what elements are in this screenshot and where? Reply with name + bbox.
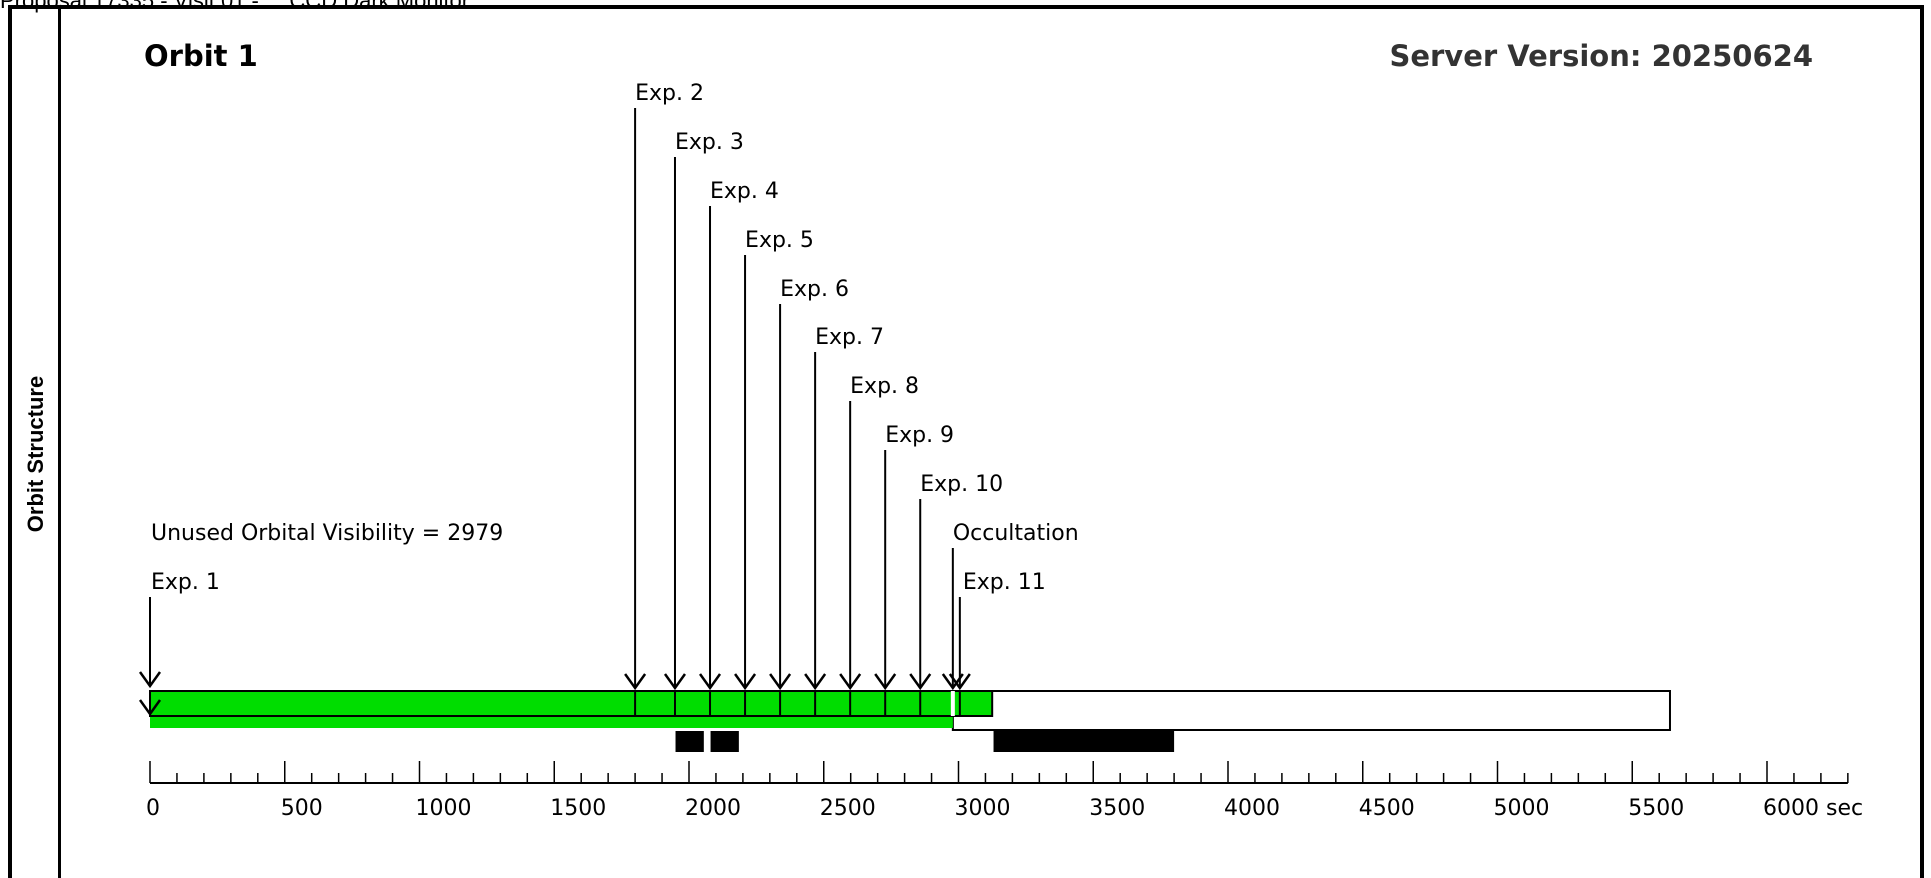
x-tick-label: 3500 xyxy=(1089,796,1145,821)
event-arrow-exp-7 xyxy=(804,673,827,691)
event-arrow-exp-11 xyxy=(948,673,971,691)
event-label-exp-5: Exp. 5 xyxy=(745,228,814,253)
event-arrow-exp-3 xyxy=(663,673,687,691)
event-label-exp-9: Exp. 9 xyxy=(885,423,954,448)
event-label-exp-8: Exp. 8 xyxy=(850,374,919,399)
x-tick-label: 3000 xyxy=(955,796,1011,821)
event-label-occultation: Occultation xyxy=(953,521,1079,546)
event-arrow-exp-4 xyxy=(699,673,722,691)
event-arrow-exp-9 xyxy=(874,673,897,691)
orbit-panel: Orbit Structure xyxy=(8,5,1924,878)
server-version: Server Version: 20250624 xyxy=(1389,39,1813,73)
event-arrow-exp-8 xyxy=(839,673,862,691)
event-label-exp-1: Exp. 1 xyxy=(151,570,220,595)
exposure-window-bar xyxy=(149,690,994,717)
event-label-exp-3: Exp. 3 xyxy=(675,130,744,155)
event-arrow-exp-2 xyxy=(624,673,647,691)
black-segment-2 xyxy=(710,731,739,752)
occultation-bar xyxy=(951,690,1671,731)
x-tick-label: 1500 xyxy=(550,796,606,821)
event-label-exp-11: Exp. 11 xyxy=(963,570,1046,595)
x-tick-label: 6000 sec xyxy=(1763,796,1863,821)
x-tick-label: 2500 xyxy=(820,796,876,821)
event-label-unused-orbital-visibility-2979: Unused Orbital Visibility = 2979 xyxy=(151,521,503,546)
event-arrow-exp-1 xyxy=(138,671,162,689)
x-tick-label: 4500 xyxy=(1359,796,1415,821)
x-tick-label: 0 xyxy=(146,796,160,821)
event-arrow-exp-5 xyxy=(734,673,757,691)
x-tick-label: 5000 xyxy=(1494,796,1550,821)
event-label-exp-6: Exp. 6 xyxy=(780,277,849,302)
event-arrow-exp-1-lower xyxy=(138,699,162,717)
orbit-title: Orbit 1 xyxy=(144,39,258,73)
black-segment-1 xyxy=(675,731,704,752)
x-tick-label: 4000 xyxy=(1224,796,1280,821)
timeline-plot: 0 500 1000 1500 2000 2500 3000 3500 4000 4500 5000… xyxy=(138,81,1863,821)
x-tick-label: 500 xyxy=(281,796,323,821)
event-label-exp-7: Exp. 7 xyxy=(815,325,884,350)
black-segment-3 xyxy=(993,731,1175,752)
event-arrow-exp-6 xyxy=(769,673,792,691)
x-tick-label: 5500 xyxy=(1628,796,1684,821)
sidebar-column: Orbit Structure xyxy=(12,9,61,878)
event-label-exp-2: Exp. 2 xyxy=(635,81,704,106)
x-tick-label: 1000 xyxy=(416,796,472,821)
event-arrow-exp-10 xyxy=(909,673,932,691)
event-label-exp-10: Exp. 10 xyxy=(920,472,1003,497)
x-tick-label: 2000 xyxy=(685,796,741,821)
visibility-bar xyxy=(150,717,953,728)
event-label-exp-4: Exp. 4 xyxy=(710,179,779,204)
